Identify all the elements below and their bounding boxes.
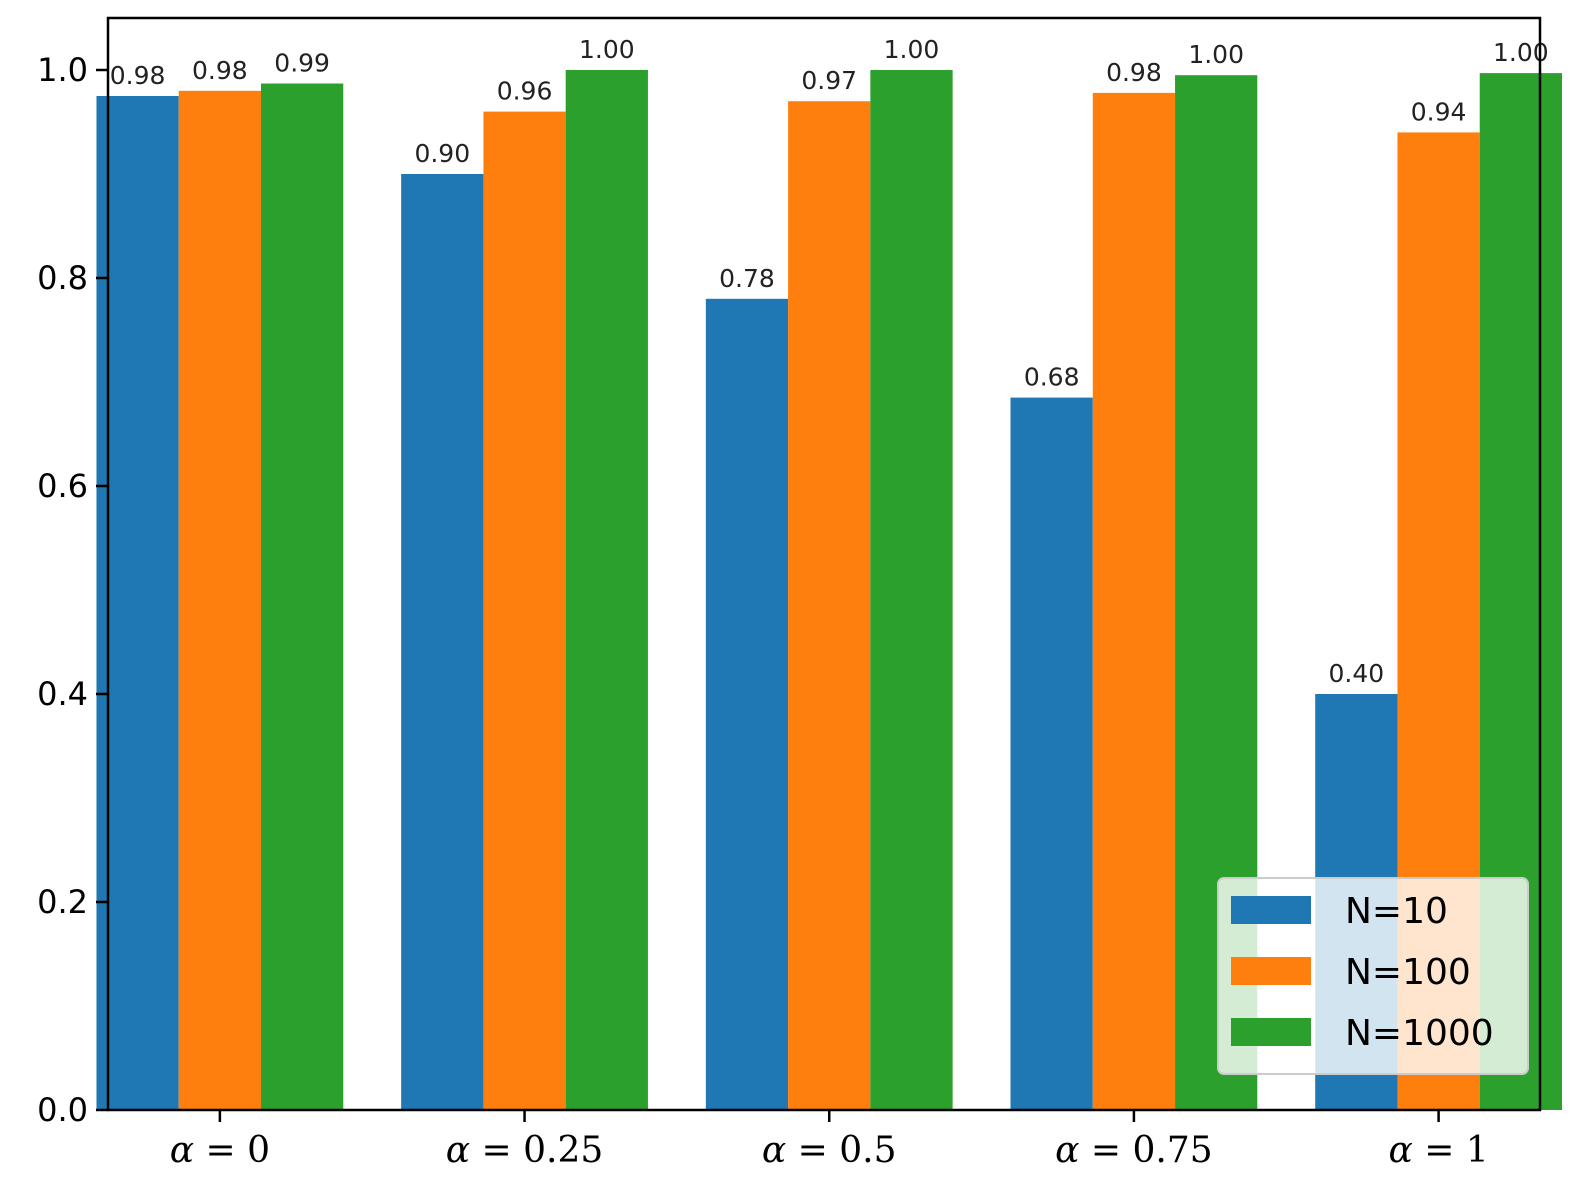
alpha-symbol: α xyxy=(1055,1130,1079,1171)
bar-n-100-cat-3 xyxy=(1092,92,1176,1110)
data-label: 0.97 xyxy=(801,66,857,95)
bar-n-10-cat-0 xyxy=(96,96,179,1110)
legend-label: N=10 xyxy=(1345,891,1448,932)
y-tick-label: 1.0 xyxy=(37,51,88,89)
data-label: 0.78 xyxy=(719,264,775,293)
data-label: 0.96 xyxy=(497,77,553,106)
legend-swatch xyxy=(1231,896,1311,924)
bar-n-100-cat-0 xyxy=(178,90,262,1111)
bar-n-100-cat-1 xyxy=(483,111,566,1111)
data-labels-layer: 0.98 0.90 0.78 0.68 0.40 0.98 0.96 0.97 0.98 0.94… xyxy=(110,35,1549,688)
bar-n-10-cat-3 xyxy=(1010,397,1093,1111)
y-tick-label: 0.8 xyxy=(37,259,88,297)
x-tick-value: = 0.25 xyxy=(470,1130,603,1171)
data-label: 1.00 xyxy=(579,35,635,64)
bar-n-1000-cat-2 xyxy=(870,70,953,1110)
y-tick-label: 0.4 xyxy=(37,675,88,713)
bar-n-10-cat-1 xyxy=(401,174,484,1110)
data-label: 0.99 xyxy=(274,49,330,78)
x-tick-label: α = 0.5 xyxy=(762,1130,897,1171)
alpha-symbol: α xyxy=(170,1130,194,1171)
bar-n-10-cat-2 xyxy=(705,298,789,1110)
y-tick-label: 0.0 xyxy=(37,1091,88,1129)
y-axis: 0.0 0.2 0.4 0.6 0.8 1.0 xyxy=(37,51,108,1129)
alpha-symbol: α xyxy=(446,1130,470,1171)
legend-swatch xyxy=(1231,957,1311,985)
data-label: 0.68 xyxy=(1024,363,1080,392)
data-label: 0.40 xyxy=(1328,659,1384,688)
x-tick-label: α = 0 xyxy=(170,1130,270,1171)
x-tick-value: = 0.75 xyxy=(1079,1130,1212,1171)
bar-n-1000-cat-1 xyxy=(565,70,648,1110)
legend: N=10 N=100 N=1000 xyxy=(1217,877,1529,1075)
alpha-symbol: α xyxy=(762,1130,786,1171)
x-tick-value: = 1 xyxy=(1413,1130,1489,1171)
plot-frame xyxy=(106,16,1542,1112)
y-tick-label: 0.6 xyxy=(37,467,88,505)
x-tick-label: α = 0.25 xyxy=(446,1130,604,1171)
legend-label: N=100 xyxy=(1345,952,1471,993)
data-label: 0.94 xyxy=(1411,97,1467,126)
data-label: 0.98 xyxy=(1106,58,1162,87)
bar-n-100-cat-2 xyxy=(788,101,871,1110)
data-label: 0.98 xyxy=(192,56,248,85)
data-label: 1.00 xyxy=(884,35,940,64)
x-tick-value: = 0.5 xyxy=(786,1130,896,1171)
x-tick-value: = 0 xyxy=(194,1130,270,1171)
legend-swatch xyxy=(1231,1018,1311,1046)
alpha-symbol: α xyxy=(1388,1130,1412,1171)
data-label: 0.98 xyxy=(110,61,166,90)
bar-n-1000-cat-0 xyxy=(261,83,344,1110)
legend-label: N=1000 xyxy=(1345,1013,1494,1054)
x-tick-label: α = 1 xyxy=(1388,1130,1488,1171)
x-tick-label: α = 0.75 xyxy=(1055,1130,1213,1171)
data-label: 1.00 xyxy=(1188,40,1244,69)
y-tick-label: 0.2 xyxy=(37,883,88,921)
data-label: 0.90 xyxy=(414,139,470,168)
